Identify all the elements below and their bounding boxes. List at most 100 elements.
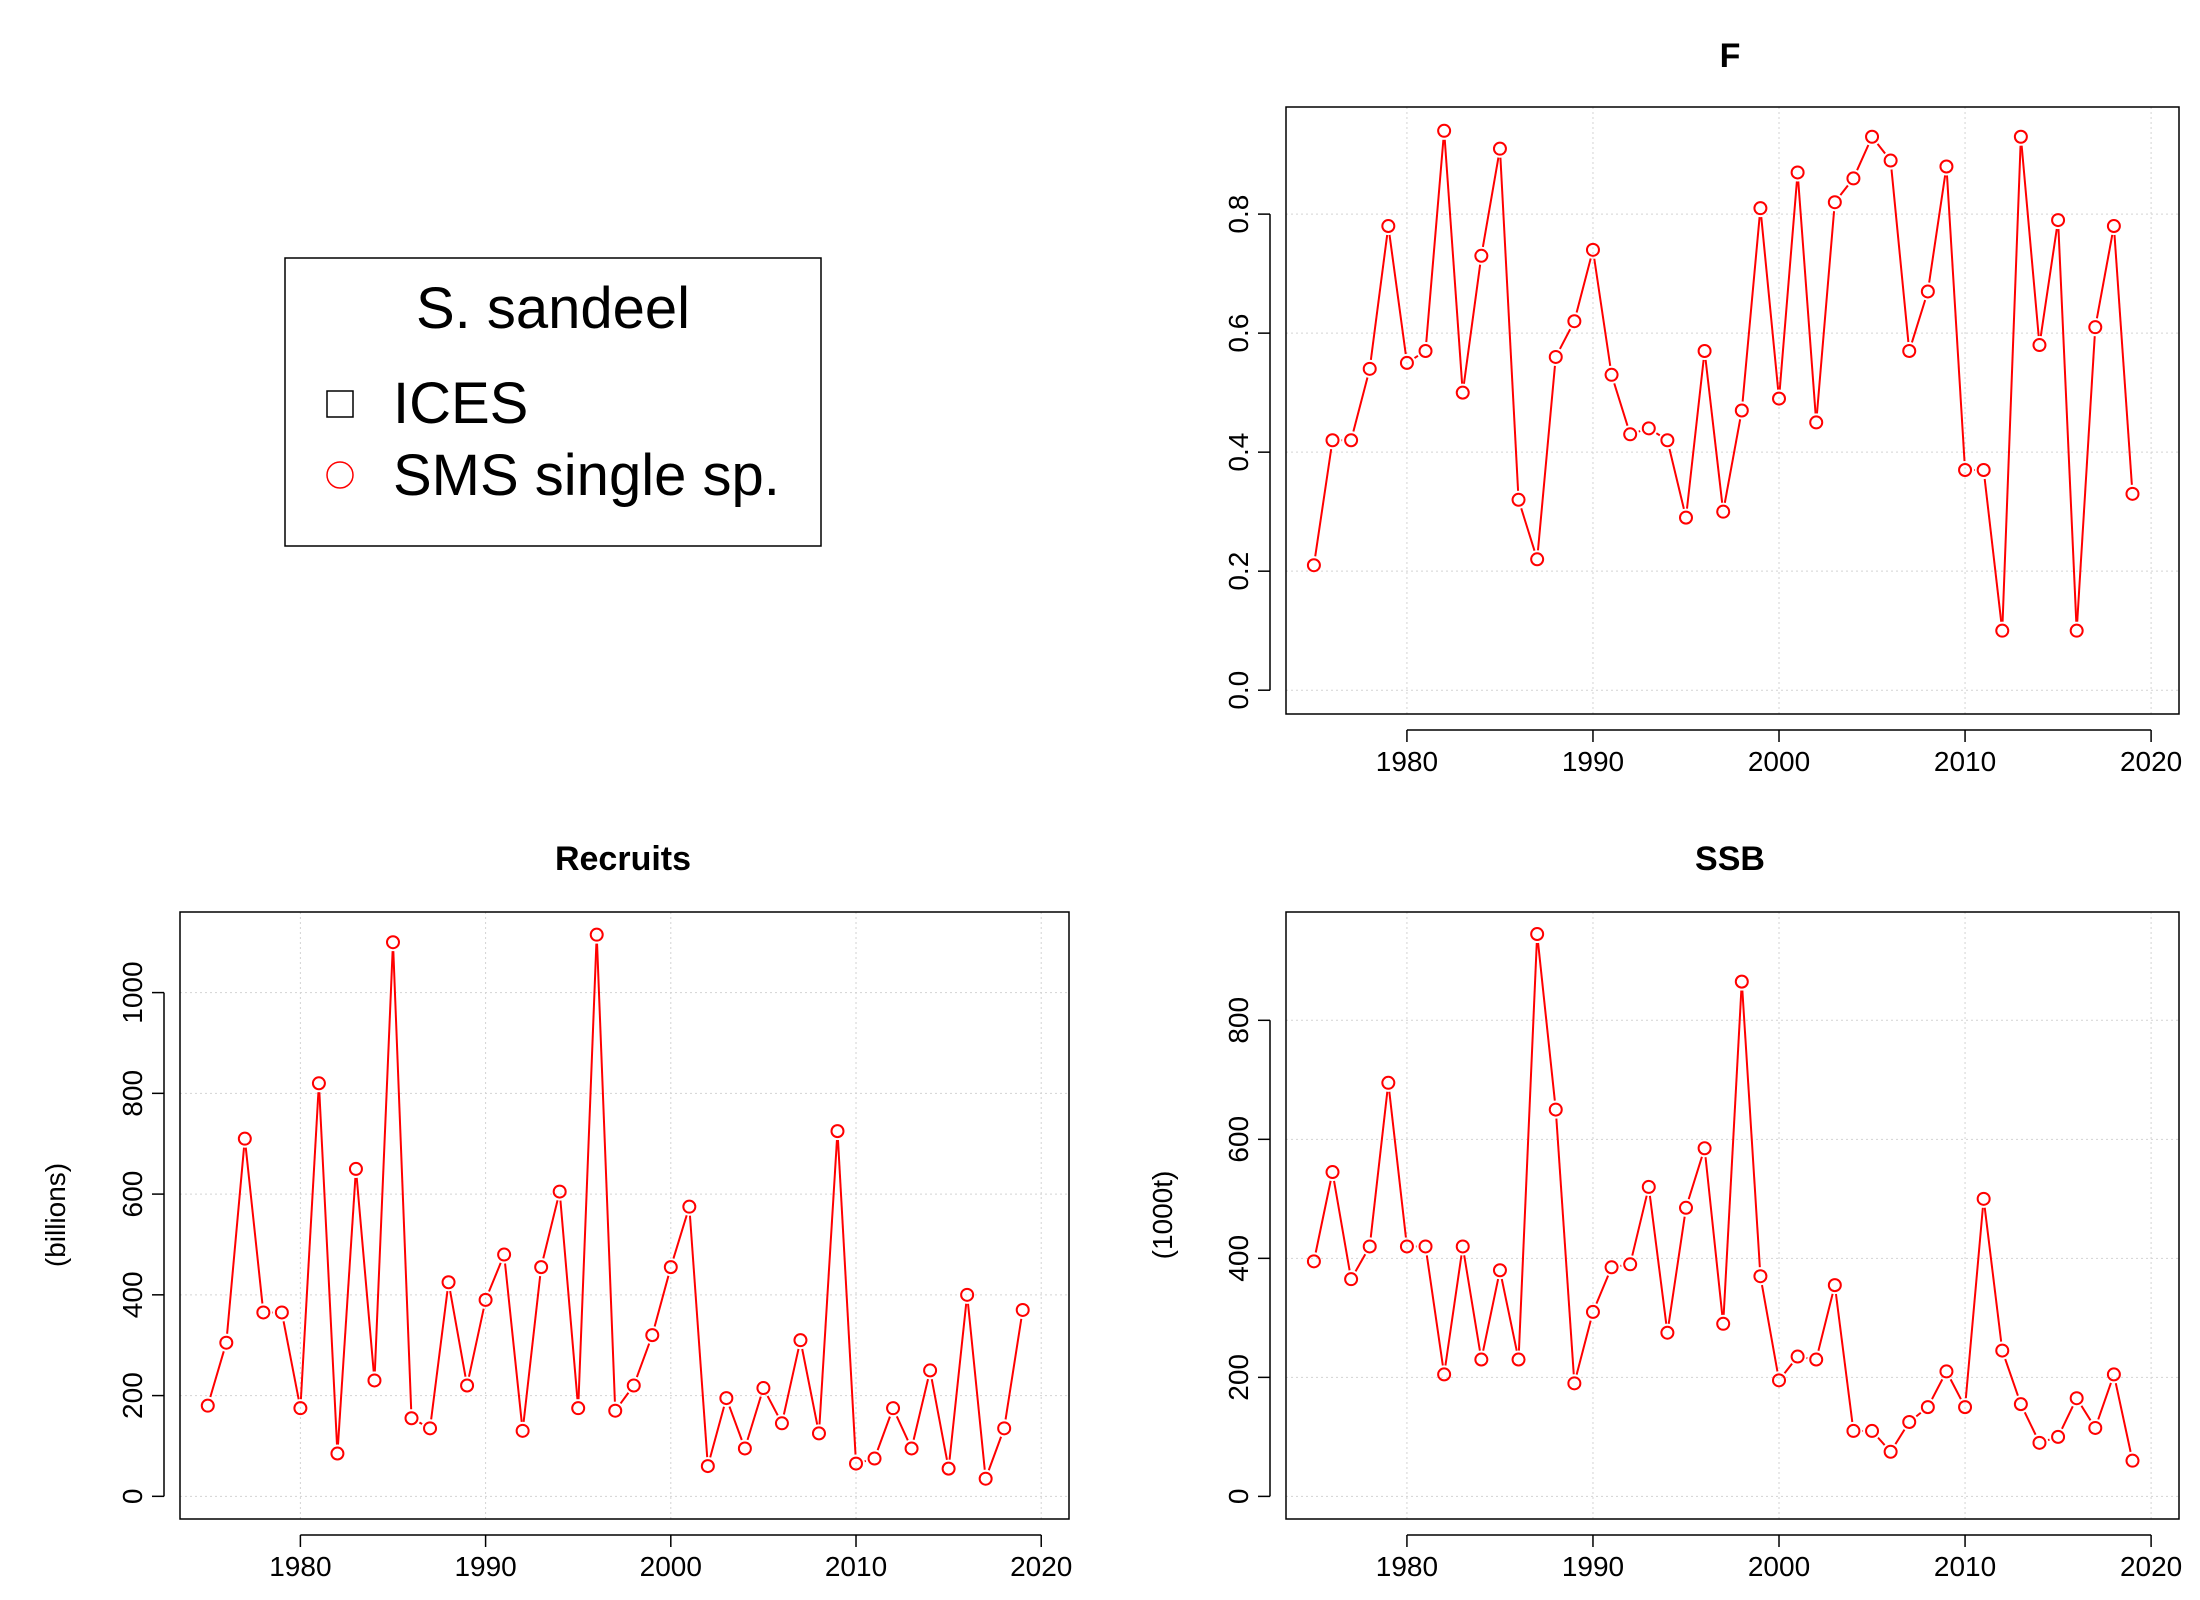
marks-ssb (1306, 927, 2140, 1468)
series-line-segment (876, 1416, 891, 1451)
series-line-segment (337, 1177, 357, 1445)
panel-ssb: SSB (1000t) 1980 1990 2000 2010 2020 0 200 400 6… (1147, 840, 2182, 1582)
series-line-segment (766, 1395, 779, 1416)
data-point (1697, 1141, 1712, 1156)
data-point (960, 1287, 975, 1302)
chart-title-f: F (1720, 37, 1741, 75)
marks-f (1306, 123, 2140, 638)
data-point (219, 1335, 234, 1350)
data-point (1604, 367, 1619, 382)
x-tick-label: 1990 (1562, 1551, 1624, 1582)
data-point (293, 1401, 308, 1416)
data-point (811, 1426, 826, 1441)
data-point (1306, 1254, 1321, 1269)
series-line-segment (912, 1378, 929, 1440)
y-tick-label: 1000 (117, 961, 148, 1023)
series-line-segment (2061, 1405, 2074, 1430)
data-point (1790, 1349, 1805, 1364)
data-point (2051, 213, 2066, 228)
data-point (1790, 165, 1805, 180)
series-line-segment (1314, 449, 1333, 557)
data-point (663, 1260, 678, 1275)
series-line-segment (1915, 1411, 1922, 1418)
series-line-segment (392, 951, 413, 1410)
data-point (423, 1421, 438, 1436)
series-line-segment (1537, 942, 1556, 1101)
data-point (460, 1378, 475, 1393)
data-point (385, 935, 400, 950)
x-tick-label: 2010 (1934, 1551, 1996, 1582)
data-point (1344, 433, 1359, 448)
legend-item-ices: ICES (393, 371, 528, 436)
series-line-segment (619, 1392, 630, 1405)
data-point (1920, 1400, 1935, 1415)
series-line-segment (1667, 1216, 1686, 1324)
series-line-segment (1613, 383, 1629, 427)
series-line-segment (967, 1303, 986, 1470)
data-point (1995, 623, 2010, 638)
data-point (1548, 1102, 1563, 1117)
data-point (904, 1441, 919, 1456)
ylabel-ssb: (1000t) (1147, 1171, 1178, 1260)
series-line-segment (318, 1092, 338, 1445)
series-line-segment (1388, 234, 1407, 355)
axes-ssb: 1980 1990 2000 2010 2020 0 200 400 600 800 (1223, 997, 2182, 1582)
data-point (1827, 1278, 1842, 1293)
series-line-segment (1741, 217, 1761, 402)
series-line-segment (1388, 1091, 1407, 1238)
y-tick-label: 400 (1223, 1235, 1254, 1282)
series-line-segment (1723, 419, 1742, 503)
data-point (1015, 1302, 1030, 1317)
data-point (1381, 219, 1396, 234)
data-point (1734, 403, 1749, 418)
data-point (793, 1333, 808, 1348)
series-line-segment (1481, 157, 1500, 248)
series-line-segment (801, 1348, 819, 1425)
plot-frame-ssb (1285, 911, 2180, 1520)
series-line-segment (1687, 1156, 1703, 1200)
data-point (441, 1275, 456, 1290)
series-line-segment (635, 1343, 651, 1378)
data-point (1399, 1239, 1414, 1254)
data-point (367, 1373, 382, 1388)
series-line-segment (1463, 1255, 1481, 1351)
series-line-segment (1815, 211, 1836, 414)
series-line-segment (653, 1275, 670, 1327)
series-line-segment (1648, 1195, 1668, 1324)
data-point (997, 1421, 1012, 1436)
series-line-segment (209, 1351, 225, 1398)
series-line-segment (1668, 448, 1685, 510)
data-point (1883, 153, 1898, 168)
data-point (2013, 1397, 2028, 1412)
data-point (608, 1403, 623, 1418)
series-line-segment (2076, 336, 2096, 622)
series-line-segment (1499, 157, 1520, 491)
series-line-segment (1928, 175, 1947, 283)
series-line-segment (430, 1291, 449, 1420)
data-point (256, 1305, 271, 1320)
grid-ssb (1286, 912, 2179, 1519)
series-line-segment (930, 1379, 948, 1460)
series-line-segment (1369, 1091, 1389, 1238)
series-line-segment (1369, 234, 1389, 361)
series-line-segment (1520, 508, 1536, 551)
series-line-segment (818, 1140, 838, 1425)
series-line-segment (449, 1290, 467, 1377)
data-point (1548, 349, 1563, 364)
plot-frame-recruits (179, 911, 1070, 1520)
panel-recruits: Recruits (billions) 1980 1990 2000 2010 2020… (40, 840, 1072, 1582)
data-point (867, 1451, 882, 1466)
axes-f: 1980 1990 2000 2010 2020 0.0 0.2 0.4 0.6 0.8 (1223, 195, 2182, 777)
series-line-segment (418, 1421, 423, 1425)
series-line-segment (1631, 1195, 1648, 1256)
data-point (1418, 1239, 1433, 1254)
series-line-segment (1559, 328, 1572, 350)
data-point (1455, 1239, 1470, 1254)
y-tick-label: 600 (117, 1171, 148, 1218)
plot-frame-f (1285, 106, 2180, 715)
x-tick-label: 1980 (1376, 746, 1438, 777)
series-line-segment (728, 1406, 743, 1441)
y-tick-label: 0.2 (1223, 552, 1254, 591)
series-line-segment (1555, 1118, 1575, 1375)
